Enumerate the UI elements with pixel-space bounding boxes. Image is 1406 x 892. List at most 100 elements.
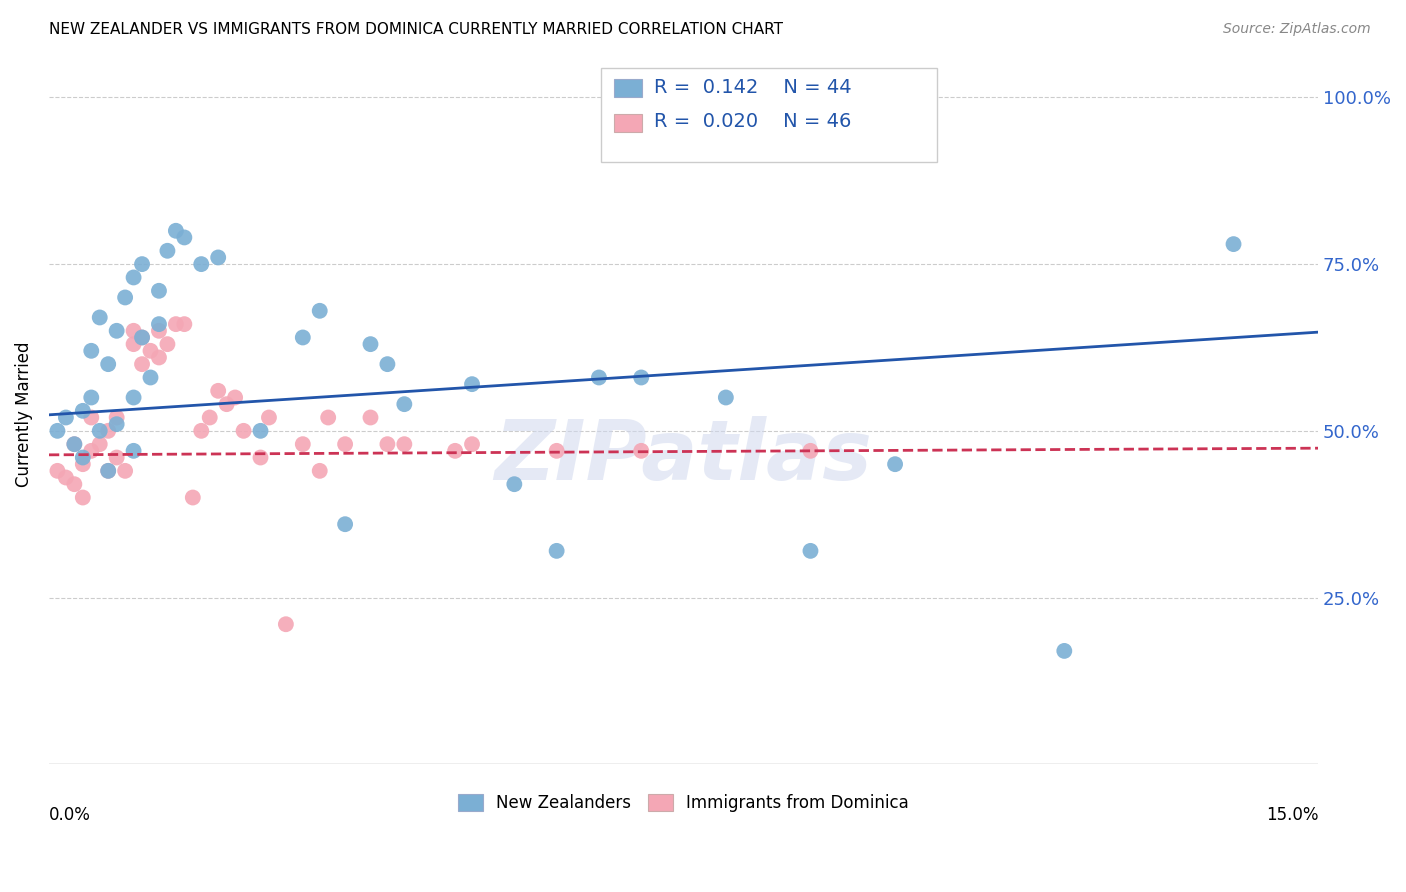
Point xyxy=(249,424,271,438)
Point xyxy=(72,457,94,471)
Point xyxy=(224,391,246,405)
Point xyxy=(190,424,212,438)
Point xyxy=(714,391,737,405)
FancyBboxPatch shape xyxy=(614,78,641,97)
Text: Source: ZipAtlas.com: Source: ZipAtlas.com xyxy=(1223,22,1371,37)
Point xyxy=(257,410,280,425)
Y-axis label: Currently Married: Currently Married xyxy=(15,342,32,487)
Point xyxy=(190,257,212,271)
Point xyxy=(249,450,271,465)
Point xyxy=(291,437,314,451)
Point xyxy=(377,437,399,451)
Point xyxy=(461,437,484,451)
Point xyxy=(80,410,103,425)
Point xyxy=(444,443,467,458)
FancyBboxPatch shape xyxy=(600,68,938,162)
Point xyxy=(215,397,238,411)
Point xyxy=(46,424,69,438)
Point xyxy=(131,330,153,344)
Point xyxy=(1053,644,1076,658)
Text: R =  0.020    N = 46: R = 0.020 N = 46 xyxy=(654,112,852,131)
Point xyxy=(89,437,111,451)
FancyBboxPatch shape xyxy=(614,114,641,132)
Point xyxy=(546,443,568,458)
Point xyxy=(97,464,120,478)
Point xyxy=(131,257,153,271)
Point xyxy=(97,424,120,438)
Point xyxy=(114,290,136,304)
Point xyxy=(105,450,128,465)
Point xyxy=(46,464,69,478)
Text: ZIPatlas: ZIPatlas xyxy=(495,416,873,497)
Point xyxy=(173,317,195,331)
Point xyxy=(122,324,145,338)
Point xyxy=(131,330,153,344)
Point xyxy=(799,544,821,558)
Point xyxy=(503,477,526,491)
Point xyxy=(148,317,170,331)
Point xyxy=(308,464,330,478)
Point xyxy=(80,343,103,358)
Point xyxy=(165,317,187,331)
Point xyxy=(165,224,187,238)
Point xyxy=(80,443,103,458)
Point xyxy=(105,417,128,432)
Point xyxy=(630,443,652,458)
Point xyxy=(308,303,330,318)
Point xyxy=(72,491,94,505)
Point xyxy=(291,330,314,344)
Point xyxy=(198,410,221,425)
Point xyxy=(799,443,821,458)
Point xyxy=(122,443,145,458)
Point xyxy=(156,244,179,258)
Text: NEW ZEALANDER VS IMMIGRANTS FROM DOMINICA CURRENTLY MARRIED CORRELATION CHART: NEW ZEALANDER VS IMMIGRANTS FROM DOMINIC… xyxy=(49,22,783,37)
Point xyxy=(122,337,145,351)
Point xyxy=(105,324,128,338)
Point xyxy=(1222,237,1244,252)
Point xyxy=(394,437,416,451)
Point xyxy=(207,384,229,398)
Point xyxy=(461,377,484,392)
Point xyxy=(588,370,610,384)
Point xyxy=(55,410,77,425)
Point xyxy=(139,343,162,358)
Point xyxy=(114,464,136,478)
Point xyxy=(97,357,120,371)
Point xyxy=(148,324,170,338)
Point xyxy=(97,464,120,478)
Point xyxy=(546,544,568,558)
Point xyxy=(80,391,103,405)
Text: 15.0%: 15.0% xyxy=(1265,806,1319,824)
Legend: New Zealanders, Immigrants from Dominica: New Zealanders, Immigrants from Dominica xyxy=(451,788,915,819)
Point xyxy=(333,437,356,451)
Point xyxy=(360,410,382,425)
Point xyxy=(394,397,416,411)
Point xyxy=(55,470,77,484)
Text: R =  0.142    N = 44: R = 0.142 N = 44 xyxy=(654,78,852,96)
Point xyxy=(72,404,94,418)
Point xyxy=(63,437,86,451)
Point xyxy=(156,337,179,351)
Point xyxy=(181,491,204,505)
Point xyxy=(274,617,297,632)
Point xyxy=(630,370,652,384)
Point xyxy=(122,391,145,405)
Point xyxy=(122,270,145,285)
Point xyxy=(139,370,162,384)
Point xyxy=(89,424,111,438)
Point xyxy=(72,450,94,465)
Point xyxy=(884,457,907,471)
Point xyxy=(63,477,86,491)
Point xyxy=(316,410,339,425)
Point xyxy=(173,230,195,244)
Point xyxy=(207,251,229,265)
Text: 0.0%: 0.0% xyxy=(49,806,91,824)
Point xyxy=(89,310,111,325)
Point xyxy=(148,351,170,365)
Point xyxy=(148,284,170,298)
Point xyxy=(131,357,153,371)
Point xyxy=(63,437,86,451)
Point xyxy=(105,410,128,425)
Point xyxy=(360,337,382,351)
Point xyxy=(232,424,254,438)
